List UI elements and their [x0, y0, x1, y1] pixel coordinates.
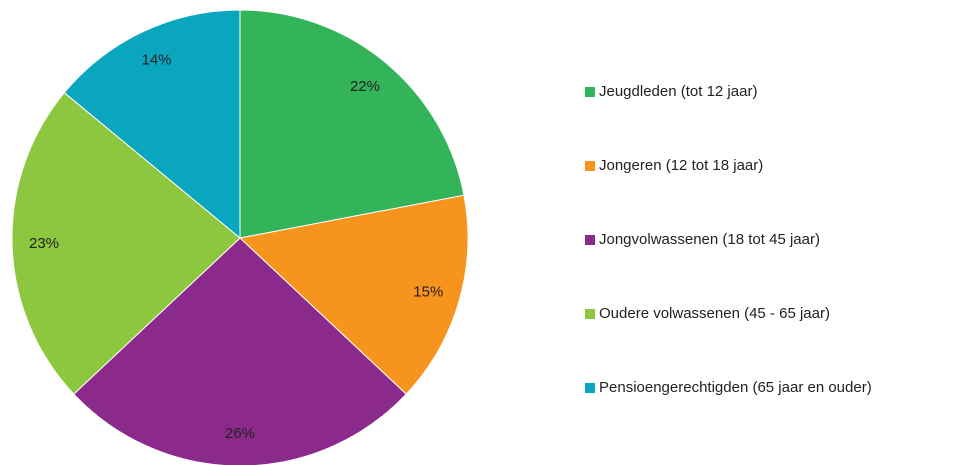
legend-swatch — [585, 235, 595, 245]
data-label: 23% — [29, 235, 59, 252]
legend-label: Oudere volwassenen (45 - 65 jaar) — [599, 305, 830, 322]
pie-slice — [11, 91, 241, 395]
legend-label: Jeugdleden (tot 12 jaar) — [599, 83, 757, 100]
legend-swatch — [585, 87, 595, 97]
legend-swatch — [585, 161, 595, 171]
data-label: 26% — [225, 425, 255, 442]
pie-slice — [238, 194, 469, 395]
legend-label: Jongeren (12 tot 18 jaar) — [599, 157, 763, 174]
legend-swatch — [585, 309, 595, 319]
pie-slice — [63, 9, 241, 240]
data-label: 22% — [350, 78, 380, 95]
legend-swatch — [585, 383, 595, 393]
pie-slice — [239, 9, 465, 239]
data-label: 14% — [141, 52, 171, 69]
data-label: 15% — [413, 284, 443, 301]
pie-slice — [73, 237, 407, 465]
legend-label: Pensioengerechtigden (65 jaar en ouder) — [599, 379, 872, 396]
legend-label: Jongvolwassenen (18 tot 45 jaar) — [599, 231, 820, 248]
